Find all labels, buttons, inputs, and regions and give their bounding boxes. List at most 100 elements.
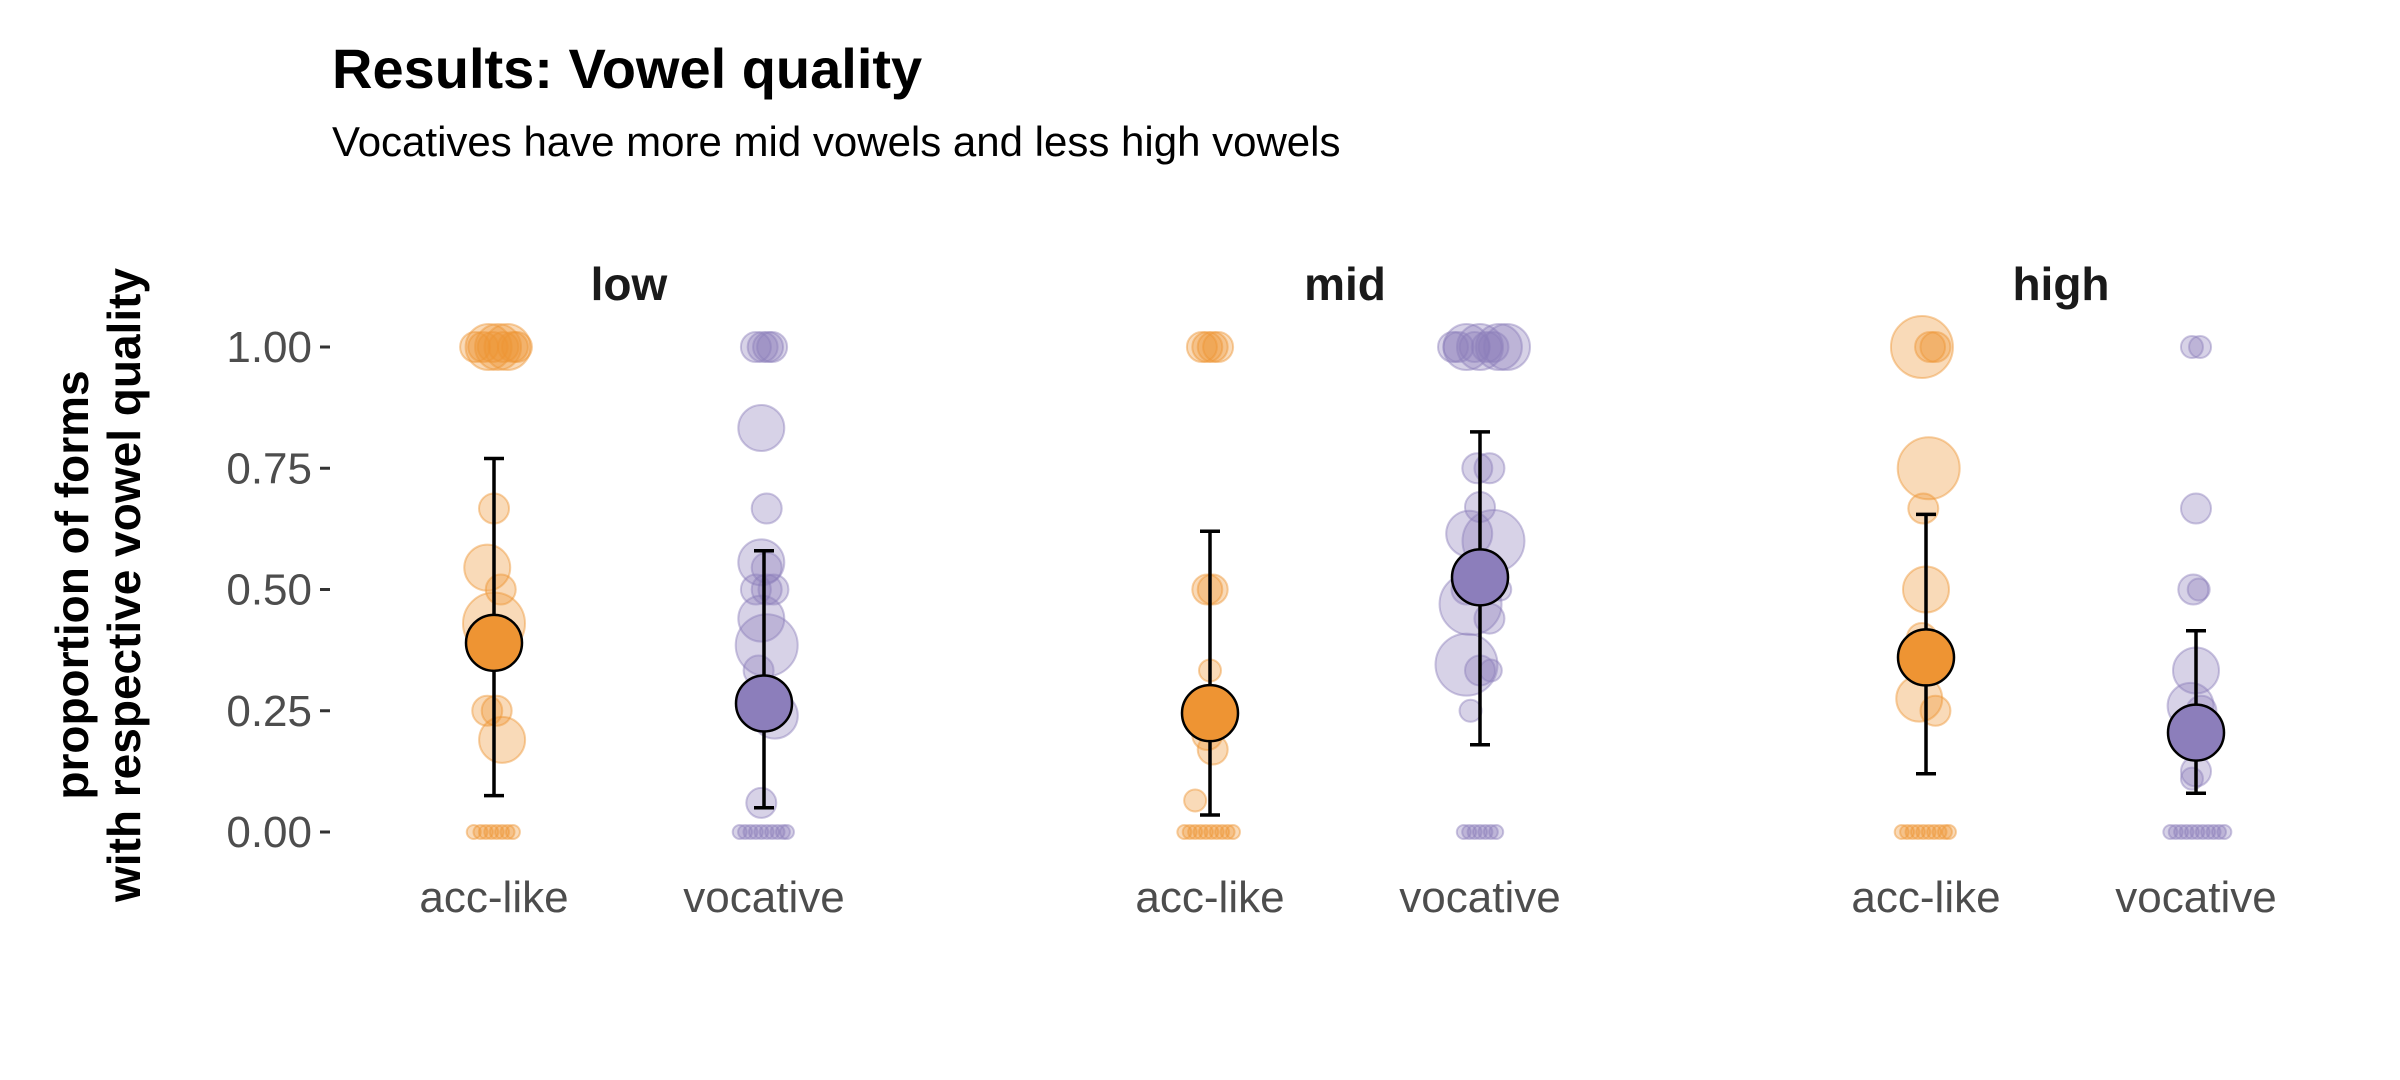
data-point	[477, 824, 494, 840]
x-tick-label: acc-like	[1135, 873, 1284, 922]
data-point	[774, 824, 791, 840]
data-point	[459, 331, 492, 363]
data-point	[1470, 331, 1503, 363]
y-tick-label: 1.00	[226, 323, 312, 372]
data-point	[1224, 824, 1241, 840]
data-point	[1442, 323, 1491, 371]
data-point	[1919, 694, 1952, 727]
facet-low: low acc-like vocative	[419, 258, 844, 922]
data-point	[2167, 824, 2184, 840]
x-tick-label: vocative	[1399, 873, 1560, 922]
mean-point	[1180, 683, 1240, 743]
y-axis-label: proportion of forms with respective vowe…	[46, 268, 150, 903]
data-point	[483, 323, 532, 371]
data-point	[1176, 824, 1193, 840]
data-point	[757, 573, 790, 606]
data-point	[480, 694, 513, 727]
data-point	[750, 492, 783, 525]
data-point	[1185, 331, 1218, 363]
data-point	[487, 331, 520, 363]
data-point	[504, 824, 521, 840]
data-point	[465, 824, 482, 840]
chart-title: Results: Vowel quality	[332, 37, 922, 100]
data-point	[1889, 315, 1954, 379]
data-point	[2179, 335, 2204, 359]
facet-label: high	[2012, 258, 2109, 310]
data-point	[1187, 824, 1204, 840]
data-point	[1896, 436, 1961, 501]
data-point	[1919, 331, 1952, 363]
data-point	[1904, 824, 1921, 840]
facet-high: high acc-like vocative	[1851, 258, 2276, 922]
y-axis-label-line-1: proportion of forms	[46, 370, 98, 799]
data-point	[1458, 331, 1491, 363]
data-point	[1434, 632, 1499, 697]
data-point	[2177, 573, 2210, 606]
data-point	[1197, 824, 1214, 840]
data-point	[1936, 824, 1953, 840]
chart-subtitle: Vocatives have more mid vowels and less …	[332, 118, 1341, 165]
data-point	[1477, 331, 1510, 363]
data-point	[2186, 577, 2211, 602]
data-point	[750, 551, 783, 584]
data-point	[476, 331, 509, 363]
data-point	[746, 331, 779, 363]
data-point	[750, 573, 783, 606]
data-point	[747, 824, 764, 840]
data-point	[1483, 323, 1531, 371]
data-point	[737, 594, 786, 643]
data-point	[752, 331, 785, 363]
x-tick-label: vocative	[2115, 873, 2276, 922]
data-point	[1191, 573, 1224, 606]
data-point	[1478, 658, 1503, 683]
data-point	[1196, 331, 1229, 363]
data-point	[478, 715, 527, 764]
mean-point	[2166, 703, 2226, 762]
mean-point	[1896, 628, 1956, 687]
data-point	[494, 824, 511, 840]
data-point	[1466, 824, 1483, 840]
data-point	[1196, 573, 1229, 606]
data-point	[1191, 331, 1224, 363]
data-point	[1437, 331, 1469, 363]
data-point	[2188, 335, 2213, 359]
data-point	[1456, 323, 1504, 371]
data-point	[500, 331, 533, 363]
data-point	[1940, 824, 1957, 840]
data-point	[778, 824, 795, 840]
data-point	[496, 331, 529, 363]
data-point	[1455, 824, 1472, 840]
data-point	[731, 824, 748, 840]
data-point	[753, 824, 770, 840]
data-point	[1893, 824, 1910, 840]
data-point	[2180, 492, 2212, 525]
data-point	[769, 824, 786, 840]
data-point	[745, 786, 778, 819]
data-point	[737, 403, 786, 452]
data-point	[1181, 824, 1198, 840]
data-point	[1472, 824, 1488, 840]
data-point	[764, 824, 781, 840]
y-axis: 0.00 0.25 0.50 0.75 1.00	[226, 323, 330, 857]
data-point	[2178, 824, 2195, 840]
facet-label: low	[591, 258, 668, 310]
data-point	[758, 824, 775, 840]
data-point	[474, 323, 523, 371]
data-point	[1461, 452, 1494, 485]
data-point	[1482, 824, 1499, 840]
data-point	[488, 824, 505, 840]
y-axis-label-line-2: with respective vowel quality	[98, 268, 150, 903]
y-tick-label: 0.00	[226, 808, 312, 857]
data-point	[1203, 824, 1220, 840]
data-point	[1202, 331, 1235, 363]
data-point	[1474, 323, 1523, 371]
data-point	[1926, 824, 1943, 840]
data-point	[499, 824, 516, 840]
data-point	[2162, 824, 2179, 840]
data-point	[1192, 824, 1209, 840]
data-point	[1183, 788, 1208, 813]
x-tick-label: vocative	[683, 873, 844, 922]
facet-mid: mid acc-like vocative	[1135, 258, 1560, 922]
data-point	[1914, 331, 1947, 363]
